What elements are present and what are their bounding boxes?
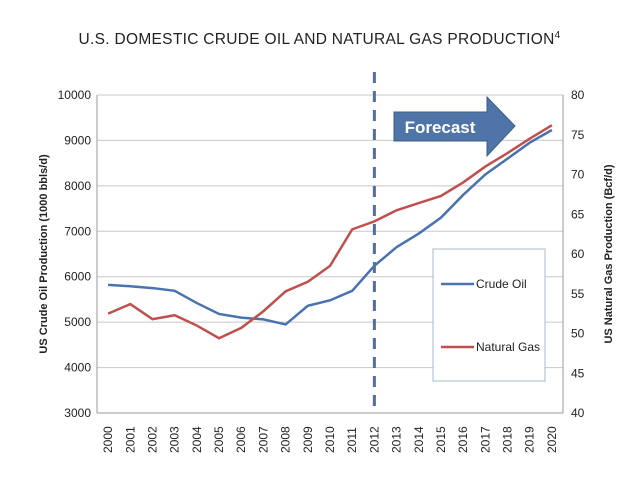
x-tick-label: 2014	[412, 426, 426, 453]
x-tick-label: 2016	[456, 426, 470, 453]
x-tick-label: 2017	[478, 426, 492, 453]
y-tick-label: 10000	[58, 88, 92, 102]
y2-tick-label: 75	[571, 128, 585, 142]
x-tick-label: 2001	[123, 426, 137, 453]
x-tick-label: 2018	[501, 426, 515, 453]
legend-label: Crude Oil	[476, 277, 527, 291]
y2-tick-label: 65	[571, 207, 585, 221]
x-tick-label: 2003	[168, 426, 182, 453]
x-tick-label: 2020	[545, 426, 559, 453]
x-tick-label: 2004	[190, 426, 204, 453]
legend	[432, 248, 546, 382]
legend-label: Natural Gas	[476, 340, 540, 354]
y-tick-label: 3000	[64, 406, 91, 420]
y2-tick-label: 55	[571, 287, 585, 301]
x-tick-label: 2010	[323, 426, 337, 453]
x-tick-label: 2000	[101, 426, 115, 453]
y2-tick-label: 45	[571, 366, 585, 380]
y-axis-label: US Crude Oil Production (1000 bbls/d)	[38, 154, 50, 354]
x-tick-label: 2015	[434, 426, 448, 453]
y2-tick-label: 60	[571, 247, 585, 261]
y2-tick-label: 40	[571, 406, 585, 420]
y2-tick-label: 70	[571, 168, 585, 182]
y-tick-label: 5000	[64, 315, 91, 329]
x-tick-label: 2005	[212, 426, 226, 453]
x-tick-label: 2002	[145, 426, 159, 453]
title-text: U.S. DOMESTIC CRUDE OIL AND NATURAL GAS …	[78, 31, 555, 49]
forecast-label: Forecast	[405, 118, 476, 137]
y-tick-label: 4000	[64, 361, 91, 375]
title-footnote: 4	[554, 30, 561, 41]
x-tick-label: 2009	[301, 426, 315, 453]
x-tick-label: 2019	[523, 426, 537, 453]
forecast-arrow-icon	[393, 95, 516, 158]
y-tick-label: 9000	[64, 133, 91, 147]
x-tick-label: 2007	[256, 426, 270, 453]
x-tick-label: 2006	[234, 426, 248, 453]
y2-tick-label: 80	[571, 88, 585, 102]
y-tick-label: 8000	[64, 179, 91, 193]
x-tick-label: 2013	[390, 426, 404, 453]
x-tick-label: 2008	[279, 426, 293, 453]
x-tick-label: 2012	[367, 426, 381, 453]
y2-axis-label: US Natural Gas Production (Bcf/d)	[603, 164, 615, 343]
y2-tick-label: 50	[571, 327, 585, 341]
x-tick-label: 2011	[345, 427, 359, 453]
chart-title: U.S. DOMESTIC CRUDE OIL AND NATURAL GAS …	[0, 30, 639, 49]
y-tick-label: 7000	[64, 224, 91, 238]
y-tick-label: 6000	[64, 270, 91, 284]
